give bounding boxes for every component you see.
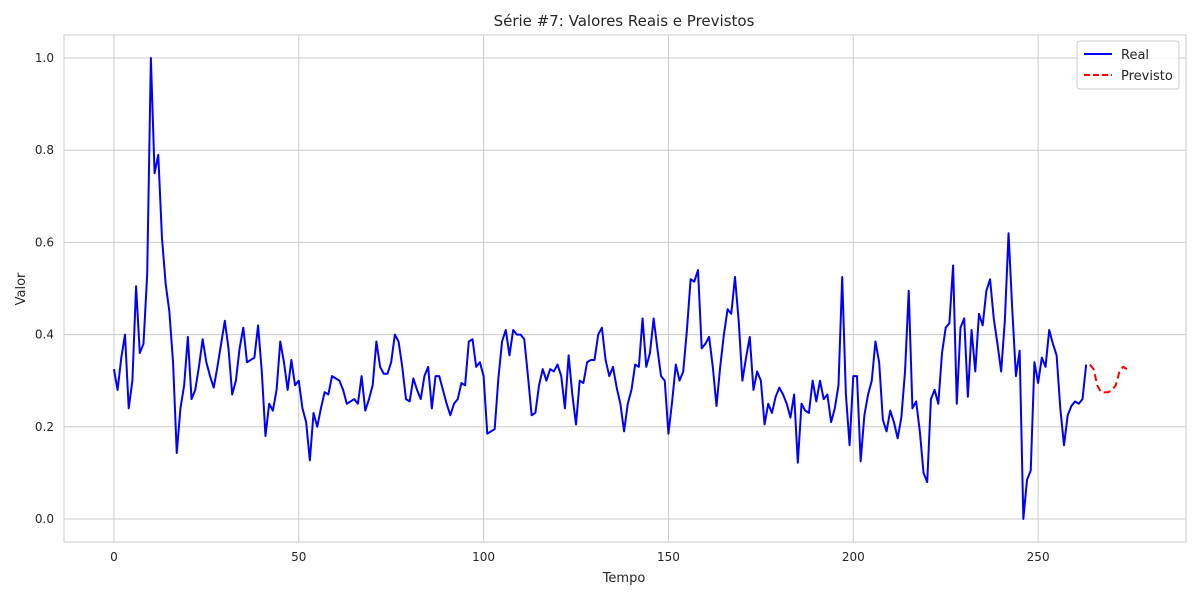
x-tick-label: 150 bbox=[657, 550, 680, 564]
legend: Real Previsto bbox=[1076, 40, 1180, 90]
x-axis-label: Tempo bbox=[602, 571, 646, 586]
legend-real-label: Real bbox=[1121, 48, 1149, 63]
grid-lines bbox=[64, 35, 1186, 542]
legend-previsto-label: Previsto bbox=[1121, 69, 1173, 84]
y-tick-label: 1.0 bbox=[35, 51, 54, 65]
y-tick-label: 0.8 bbox=[35, 143, 54, 157]
x-tick-label: 0 bbox=[110, 550, 118, 564]
y-tick-label: 0.4 bbox=[35, 328, 54, 342]
y-tick-label: 0.6 bbox=[35, 235, 54, 249]
series-line-previsto bbox=[1089, 363, 1128, 394]
x-tick-labels: 0 50 100 150 200 250 bbox=[110, 550, 1049, 564]
y-tick-labels: 0.0 0.2 0.4 0.6 0.8 1.0 bbox=[35, 51, 54, 526]
y-axis-label: Valor bbox=[14, 272, 29, 305]
x-tick-label: 200 bbox=[842, 550, 865, 564]
x-tick-label: 100 bbox=[472, 550, 495, 564]
x-tick-label: 250 bbox=[1027, 550, 1050, 564]
y-tick-label: 0.2 bbox=[35, 420, 54, 434]
y-tick-label: 0.0 bbox=[35, 512, 54, 526]
chart-title: Série #7: Valores Reais e Previstos bbox=[494, 12, 755, 30]
x-tick-label: 50 bbox=[291, 550, 306, 564]
series-line-real bbox=[112, 57, 1088, 520]
plot-area-border bbox=[63, 34, 1187, 543]
series-layer bbox=[112, 57, 1128, 520]
